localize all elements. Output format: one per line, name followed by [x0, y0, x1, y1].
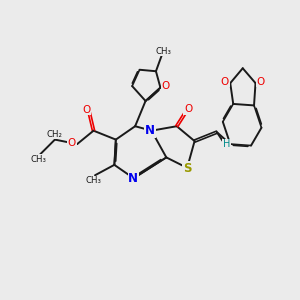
Text: CH₂: CH₂ [47, 130, 63, 139]
Text: CH₃: CH₃ [155, 47, 171, 56]
Text: O: O [162, 81, 170, 91]
Text: O: O [184, 104, 192, 114]
Text: N: N [128, 172, 138, 185]
Text: CH₃: CH₃ [31, 155, 46, 164]
Text: H: H [223, 140, 230, 149]
Text: CH₃: CH₃ [85, 176, 101, 185]
Text: O: O [221, 76, 229, 87]
Text: O: O [68, 139, 76, 148]
Text: S: S [183, 162, 192, 175]
Text: O: O [82, 105, 90, 115]
Text: N: N [145, 124, 155, 137]
Text: O: O [257, 76, 265, 87]
